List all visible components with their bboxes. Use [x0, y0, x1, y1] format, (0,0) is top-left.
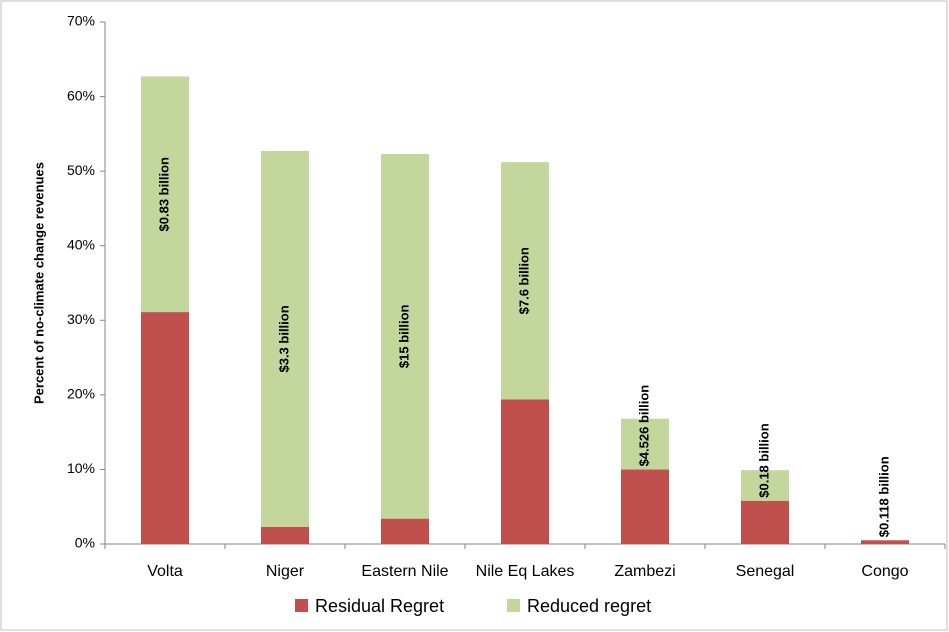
x-tick-label: Nile Eq Lakes	[476, 563, 575, 580]
legend-label: Reduced regret	[527, 596, 651, 616]
y-tick-label: 60%	[67, 87, 95, 103]
legend-swatch	[507, 599, 520, 612]
annotation: $7.6 billion	[516, 247, 531, 314]
y-tick-label: 0%	[75, 535, 95, 551]
bar-segment	[741, 500, 789, 544]
bar-segment	[861, 540, 909, 544]
bar-segment	[621, 469, 669, 544]
bar-segment	[741, 470, 789, 501]
y-tick-label: 10%	[67, 460, 95, 476]
legend-swatch	[295, 599, 308, 612]
x-tick-label: Senegal	[736, 563, 795, 580]
annotation: $0.18 billion	[756, 423, 771, 497]
legend-label: Residual Regret	[315, 596, 444, 616]
annotation: $15 billion	[396, 304, 411, 368]
y-tick-label: 40%	[67, 236, 95, 252]
y-tick-label: 50%	[67, 162, 95, 178]
bar-segment	[141, 76, 189, 313]
annotation: $4.526 billion	[636, 385, 651, 467]
bar-segment	[141, 312, 189, 544]
annotation: $0.83 billion	[156, 157, 171, 231]
bar-segment	[501, 399, 549, 544]
bar-segment	[261, 526, 309, 544]
x-tick-label: Niger	[266, 563, 305, 580]
y-tick-label: 20%	[67, 386, 95, 402]
x-tick-label: Volta	[147, 563, 183, 580]
y-tick-label: 70%	[67, 13, 95, 29]
annotation: $0.118 billion	[876, 456, 891, 537]
x-tick-label: Congo	[861, 563, 908, 580]
x-tick-label: Eastern Nile	[361, 563, 448, 580]
bar-segment	[381, 518, 429, 544]
bar-segment	[621, 418, 669, 470]
annotation: $3.3 billion	[276, 305, 291, 372]
bar-segment	[501, 162, 549, 400]
y-tick-label: 30%	[67, 311, 95, 327]
bar-segment	[381, 153, 429, 519]
x-tick-label: Zambezi	[614, 563, 675, 580]
bar-segment	[261, 151, 309, 527]
y-axis-label: Percent of no-climate change revenues	[31, 162, 46, 404]
